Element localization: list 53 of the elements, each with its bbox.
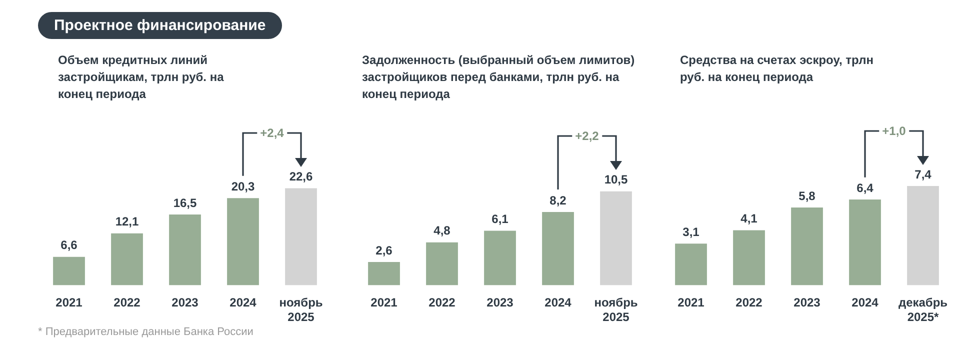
bar	[849, 199, 881, 286]
x-tick-label: 2022	[736, 296, 763, 310]
data-label: 5,8	[798, 188, 816, 203]
text: +1,0	[879, 124, 909, 138]
bar	[600, 191, 632, 286]
data-label: 20,3	[231, 179, 255, 194]
x-tick-label: ноябрь 2025	[279, 296, 323, 324]
x-tick-label: 2024	[544, 296, 572, 310]
x-tick-label: 2023	[486, 296, 514, 310]
chart-title: Задолженность (выбранный объем лимитов) застройщиков перед банками, трлн руб. на конец периода	[362, 52, 636, 103]
data-label: 3,1	[682, 224, 700, 239]
data-label: 6,4	[856, 180, 874, 195]
text: * Предварительные данные Банка России	[38, 326, 254, 338]
x-tick-label: 2021	[678, 296, 705, 310]
bar	[368, 262, 400, 286]
data-label: 12,1	[115, 214, 139, 229]
x-tick-label: 2022	[114, 296, 141, 310]
chart-title: Средства на счетах эскроу, трлн руб. на конец периода	[680, 52, 874, 86]
x-tick-label: 2023	[172, 296, 199, 310]
data-label: 7,4	[914, 167, 932, 182]
data-label: 6,1	[492, 212, 509, 226]
data-label: 22,6	[289, 170, 313, 184]
data-label: 8,2	[550, 193, 567, 208]
chart-title: Проектное финансирование	[38, 12, 282, 39]
bar	[285, 188, 317, 286]
bar	[675, 244, 707, 286]
x-tick-label: ноябрь 2025	[594, 296, 638, 324]
data-label: 2,6	[376, 243, 393, 258]
bar	[791, 207, 823, 286]
x-tick-label: 2021	[370, 296, 398, 310]
text: +2,2	[572, 129, 602, 144]
x-tick-label: 2024	[230, 296, 257, 310]
x-tick-label: декабрь 2025*	[898, 296, 948, 324]
bar	[733, 230, 765, 286]
bar	[484, 230, 516, 286]
bar	[53, 256, 85, 286]
text: +2,4	[257, 126, 287, 140]
x-tick-label: 2021	[56, 296, 83, 310]
data-label: 4,1	[740, 212, 758, 226]
bar	[227, 198, 259, 286]
data-label: 16,5	[173, 196, 197, 210]
data-label: 6,6	[60, 238, 78, 252]
bar	[111, 233, 143, 286]
bar	[169, 214, 201, 286]
chart-subtitle: Объем кредитных линий застройщикам, трлн руб. на конец периода	[58, 52, 225, 103]
bar	[907, 186, 939, 286]
x-tick-label: 2024	[852, 296, 879, 310]
data-label: 4,8	[434, 224, 451, 238]
bar	[542, 212, 574, 286]
data-label: 10,5	[604, 172, 628, 187]
bar	[426, 242, 458, 286]
x-tick-label: 2023	[794, 296, 821, 310]
x-tick-label: 2022	[428, 296, 456, 310]
